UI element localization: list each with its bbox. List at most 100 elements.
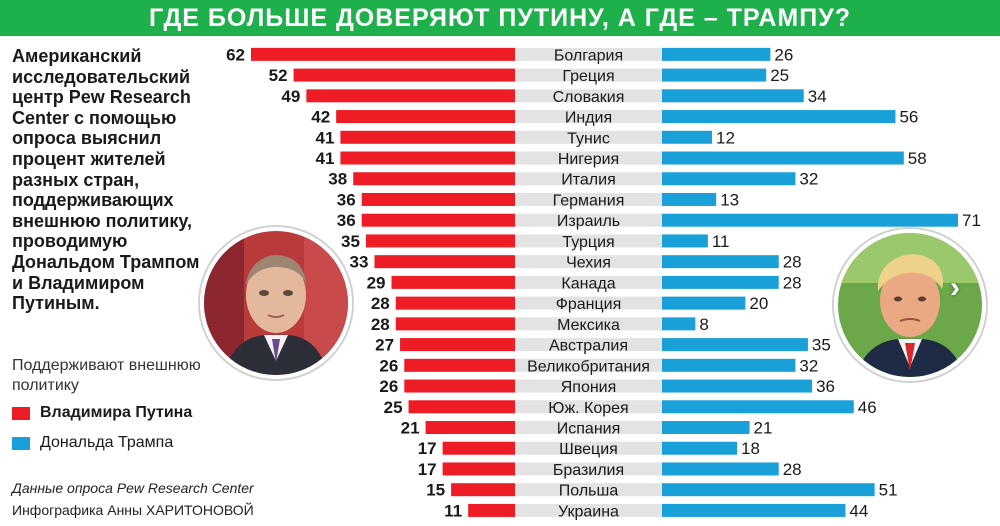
country-band [515,47,662,61]
trump-photo [838,233,982,377]
putin-bar [391,275,515,289]
trump-bar [662,275,779,289]
country-band [515,441,662,455]
putin-bar [361,192,515,206]
country-band [515,234,662,248]
putin-bar [336,110,515,124]
putin-value-label: 49 [281,87,300,106]
trump-bar [662,110,896,124]
putin-value-label: 28 [371,315,390,334]
trump-bar [662,213,958,227]
country-label: Израиль [557,213,620,230]
putin-bar [468,503,515,517]
country-label: Япония [561,379,617,396]
country-band [515,483,662,497]
putin-value-label: 41 [315,149,334,168]
country-band [515,400,662,414]
trump-value-label: 56 [899,108,918,127]
trump-value-label: 28 [783,273,802,292]
chevron-right-icon[interactable]: › [950,271,960,304]
putin-bar [400,338,515,352]
country-band [515,192,662,206]
trump-bar [662,462,779,476]
country-label: Мексика [557,317,620,334]
trump-bar [662,89,804,103]
country-band [515,110,662,124]
credit-note: Инфографика Анны ХАРИТОНОВОЙ [12,502,254,518]
country-label: Греция [562,68,614,85]
putin-bar [425,421,515,435]
country-band [515,255,662,269]
trump-bar [662,441,738,455]
trump-value-label: 13 [720,190,739,209]
trump-value-label: 32 [799,356,818,375]
country-band [515,379,662,393]
putin-bar [306,89,515,103]
trump-bar [662,503,846,517]
trump-bar [662,130,713,144]
putin-value-label: 41 [315,128,334,147]
country-label: Юж. Корея [548,400,628,417]
putin-bar [395,296,515,310]
country-band [515,358,662,372]
putin-bar [451,483,515,497]
country-label: Франция [556,296,622,313]
trump-value-label: 11 [712,232,730,251]
trump-portrait [834,229,986,381]
putin-value-label: 36 [337,211,356,230]
putin-value-label: 35 [341,232,360,251]
country-band [515,275,662,289]
country-label: Австралия [549,338,628,355]
putin-bar [251,47,515,61]
putin-bar [442,462,515,476]
country-band [515,151,662,165]
country-label: Болгария [554,47,623,64]
putin-bar [353,172,515,186]
trump-value-label: 12 [716,128,735,147]
putin-value-label: 21 [401,419,420,438]
country-band [515,421,662,435]
description: Американский исследовательский центр Pew… [12,46,200,314]
country-label: Испания [557,421,621,438]
putin-value-label: 52 [269,66,288,85]
trump-value-label: 34 [808,87,827,106]
putin-bar [365,234,515,248]
country-band [515,68,662,82]
country-label: Словакия [553,89,625,106]
trump-bar [662,172,796,186]
legend-putin-label: Владимира Путина [40,404,193,421]
putin-value-label: 28 [371,294,390,313]
country-label: Италия [561,172,615,189]
trump-value-label: 8 [699,315,708,334]
country-label: Швеция [559,441,618,458]
putin-bar [442,441,515,455]
putin-value-label: 36 [337,190,356,209]
putin-value-label: 62 [226,45,245,64]
putin-bar [408,400,515,414]
trump-value-label: 20 [749,294,768,313]
legend-trump-swatch [12,436,30,450]
country-band [515,130,662,144]
trump-bar [662,400,854,414]
country-label: Польша [559,483,619,500]
putin-bar [340,151,515,165]
country-label: Украина [558,503,619,520]
putin-value-label: 33 [350,253,369,272]
trump-bar [662,338,808,352]
putin-bar [404,379,515,393]
trump-bar [662,421,750,435]
country-label: Великобритания [527,358,650,375]
putin-value-label: 15 [426,481,445,500]
trump-value-label: 36 [816,377,835,396]
trump-value-label: 21 [754,419,773,438]
country-band [515,462,662,476]
trump-value-label: 18 [741,439,760,458]
country-label: Нигерия [558,151,619,168]
trump-value-label: 28 [783,460,802,479]
country-label: Чехия [566,255,611,272]
trump-value-label: 71 [962,211,981,230]
legend-trump: Дональда Трампа [12,434,173,452]
putin-bar [361,213,515,227]
legend-putin-swatch [12,406,30,420]
